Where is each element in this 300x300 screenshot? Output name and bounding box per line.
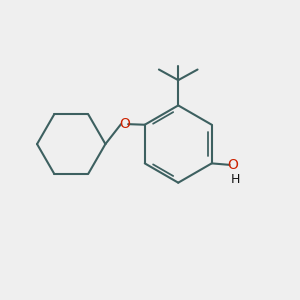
- Text: O: O: [119, 117, 130, 131]
- Text: O: O: [228, 158, 238, 172]
- Text: H: H: [231, 172, 240, 186]
